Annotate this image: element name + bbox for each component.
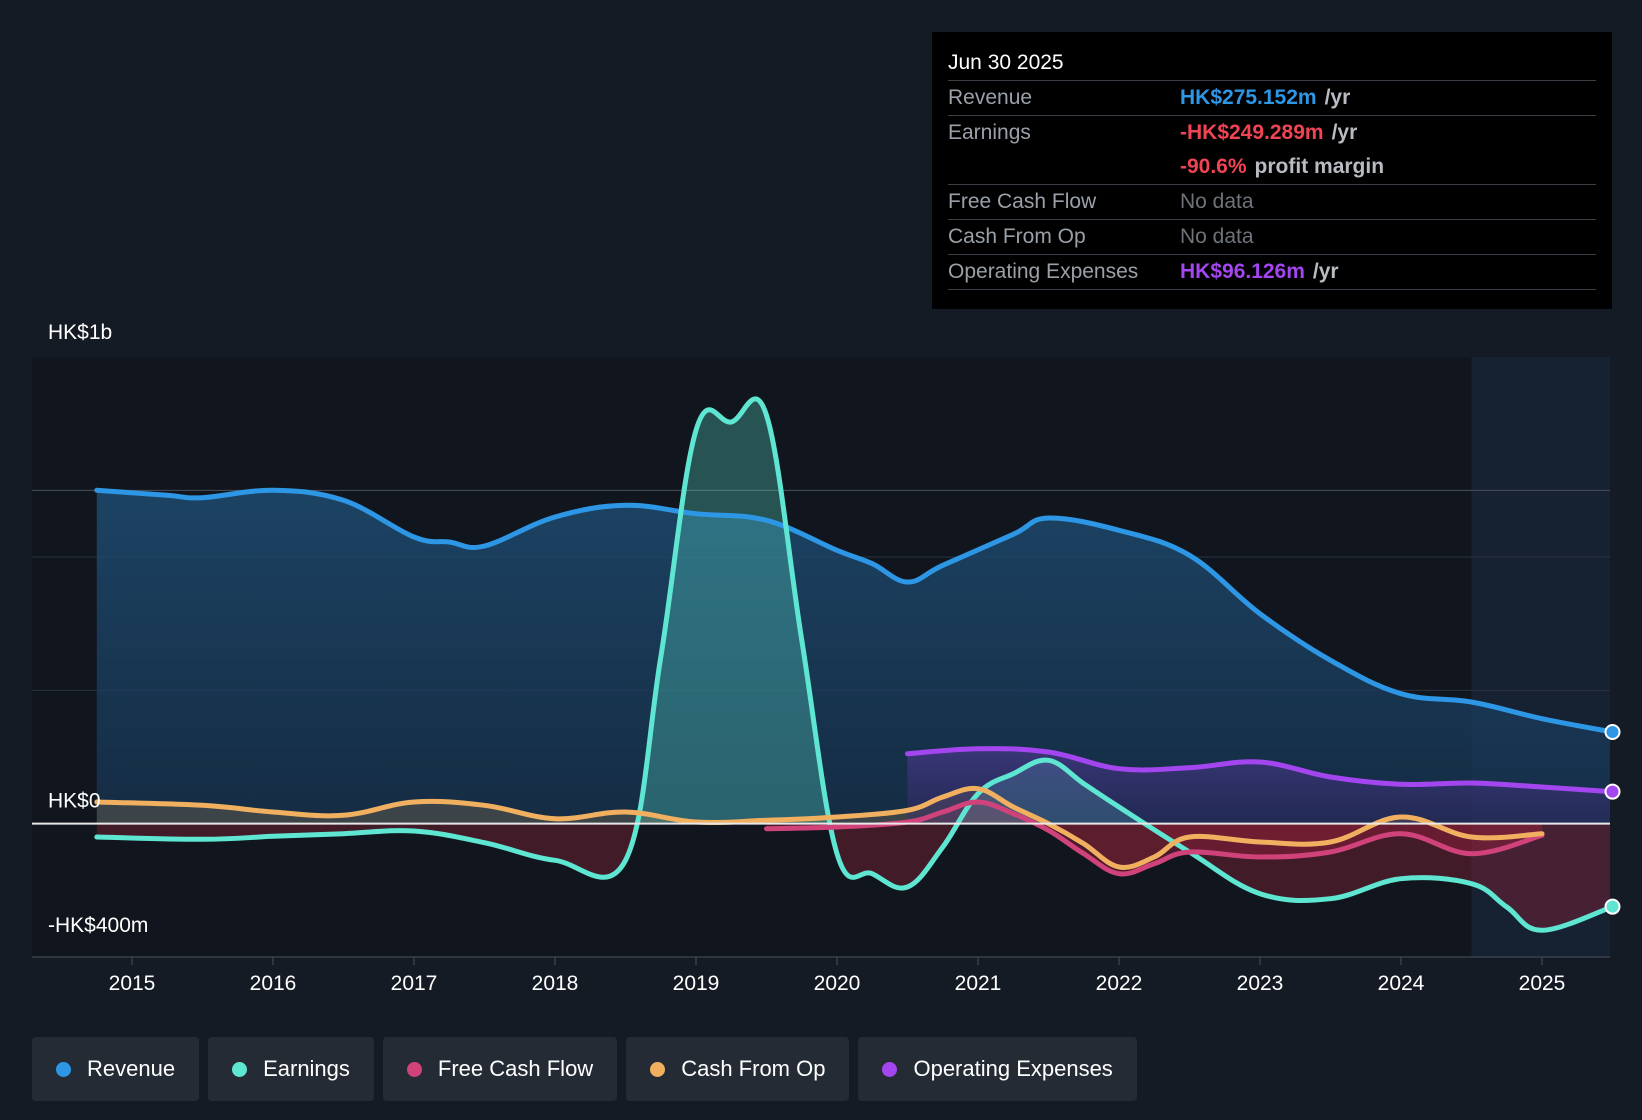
earnings-area-positive	[637, 398, 1145, 824]
legend-item-operating-expenses[interactable]: Operating Expenses	[858, 1037, 1137, 1101]
legend-item-earnings[interactable]: Earnings	[208, 1037, 374, 1101]
legend-item-free-cash-flow[interactable]: Free Cash Flow	[382, 1037, 618, 1101]
y-label-bottom: -HK$400m	[48, 914, 148, 937]
x-tick-label: 2025	[1519, 972, 1566, 995]
cfo-area-positive	[96, 788, 1432, 824]
legend-item-revenue[interactable]: Revenue	[32, 1037, 200, 1101]
tooltip-opex-unit: /yr	[1312, 260, 1339, 283]
legend-dot-opex-icon	[882, 1061, 898, 1077]
earnings-endpoint	[1604, 898, 1621, 915]
opex-line	[905, 746, 1615, 795]
cfo-area-negative	[96, 823, 1542, 868]
x-tick-label: 2023	[1237, 972, 1284, 995]
legend-label-free-cash-flow: Free Cash Flow	[437, 1056, 594, 1081]
recent-period-shade	[1471, 357, 1610, 957]
tooltip-margin-value: -90.6%	[1180, 155, 1247, 178]
revenue-area-positive	[96, 490, 1610, 824]
tooltip-row-opex: Operating Expenses HK$96.126m/yr	[948, 255, 1596, 290]
legend-label-revenue: Revenue	[87, 1056, 176, 1081]
tooltip-row-cfo: Cash From Op No data	[948, 220, 1596, 255]
tooltip-revenue-unit: /yr	[1324, 86, 1351, 109]
tooltip-row-revenue: Revenue HK$275.152m/yr	[948, 81, 1596, 116]
tooltip-row-earnings: Earnings -HK$249.289m/yr	[948, 116, 1596, 150]
opex-endpoint	[1604, 783, 1621, 800]
legend-label-operating-expenses: Operating Expenses	[913, 1056, 1113, 1081]
x-axis-ticks: 2015 2016 2017 2018 2019 2020 2021 2022 2023 2024…	[109, 957, 1566, 995]
legend-label-cash-from-op: Cash From Op	[681, 1056, 826, 1081]
cfo-line	[94, 785, 1545, 870]
tooltip-revenue-label: Revenue	[948, 86, 1033, 109]
legend-item-cash-from-op[interactable]: Cash From Op	[626, 1037, 850, 1101]
legend-dot-cfo-icon	[650, 1061, 666, 1077]
x-tick-label: 2015	[109, 972, 156, 995]
earnings-line	[94, 396, 1615, 933]
revenue-endpoint	[1604, 724, 1621, 740]
tooltip-earnings-unit: /yr	[1331, 121, 1358, 144]
x-tick-label: 2022	[1096, 972, 1143, 995]
legend-dot-fcf-icon	[406, 1061, 422, 1077]
tooltip-row-margin: -90.6% profit margin	[948, 150, 1596, 185]
tooltip-margin-text: profit margin	[1254, 155, 1385, 178]
y-label-top: HK$1b	[48, 321, 112, 344]
x-tick-label: 2018	[532, 972, 579, 995]
legend-dot-earnings-icon	[232, 1061, 248, 1077]
x-tick-label: 2016	[250, 972, 297, 995]
x-tick-label: 2020	[814, 972, 861, 995]
legend: Revenue Earnings Free Cash Flow Cash Fro…	[32, 1037, 1146, 1101]
tooltip-cfo-value: No data	[1180, 225, 1254, 248]
tooltip-row-fcf: Free Cash Flow No data	[948, 185, 1596, 220]
tooltip-cfo-label: Cash From Op	[948, 225, 1086, 248]
tooltip-opex-value: HK$96.126m	[1180, 260, 1305, 283]
opex-area-positive	[907, 748, 1610, 824]
tooltip-panel: Jun 30 2025 Revenue HK$275.152m/yr Earni…	[932, 32, 1612, 309]
fcf-line	[764, 799, 1545, 877]
legend-dot-revenue-icon	[56, 1061, 71, 1077]
legend-label-earnings: Earnings	[263, 1056, 350, 1081]
x-tick-label: 2024	[1378, 972, 1425, 995]
x-tick-label: 2017	[391, 972, 438, 995]
y-label-zero: HK$0	[48, 790, 101, 813]
tooltip-revenue-value: HK$275.152m	[1180, 86, 1317, 109]
revenue-line	[94, 487, 1615, 735]
series-endpoints	[1604, 724, 1621, 915]
tooltip-opex-label: Operating Expenses	[948, 260, 1139, 283]
tooltip-fcf-value: No data	[1180, 190, 1254, 213]
tooltip-earnings-label: Earnings	[948, 121, 1031, 144]
tooltip-fcf-label: Free Cash Flow	[948, 190, 1097, 213]
tooltip-earnings-value: -HK$249.289m	[1180, 121, 1324, 144]
tooltip-date: Jun 30 2025	[948, 46, 1596, 81]
x-tick-label: 2019	[673, 972, 720, 995]
x-tick-label: 2021	[955, 972, 1002, 995]
series-lines	[94, 396, 1615, 933]
